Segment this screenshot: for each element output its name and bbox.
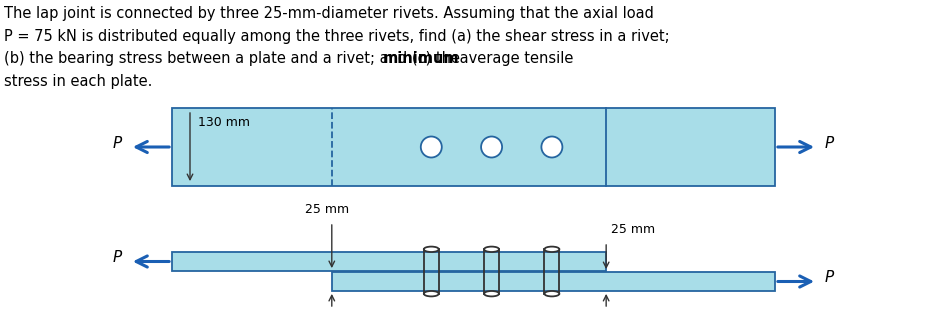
Text: minimum: minimum (383, 51, 459, 66)
Text: P: P (112, 135, 121, 151)
Ellipse shape (544, 247, 559, 252)
Bar (171, 108, 774, 186)
Circle shape (540, 136, 562, 158)
Text: 25 mm: 25 mm (611, 223, 654, 236)
Ellipse shape (544, 291, 559, 296)
Text: stress in each plate.: stress in each plate. (4, 74, 152, 88)
Text: The lap joint is connected by three 25-mm-diameter rivets. Assuming that the axi: The lap joint is connected by three 25-m… (4, 6, 654, 21)
Ellipse shape (484, 247, 499, 252)
Bar (332, 272, 774, 291)
Text: P: P (824, 270, 833, 285)
Bar (171, 252, 605, 271)
Text: (b) the bearing stress between a plate and a rivet; and (c) the: (b) the bearing stress between a plate a… (4, 51, 464, 66)
Circle shape (480, 136, 502, 158)
Text: 130 mm: 130 mm (197, 116, 249, 129)
Text: average tensile: average tensile (454, 51, 573, 66)
Text: P: P (112, 250, 121, 265)
Circle shape (420, 136, 441, 158)
Text: 25 mm: 25 mm (304, 203, 349, 216)
Ellipse shape (424, 291, 438, 296)
Text: P: P (824, 135, 833, 151)
Text: P = 75 kN is distributed equally among the three rivets, find (a) the shear stre: P = 75 kN is distributed equally among t… (4, 29, 669, 43)
Ellipse shape (484, 291, 499, 296)
Ellipse shape (424, 247, 438, 252)
